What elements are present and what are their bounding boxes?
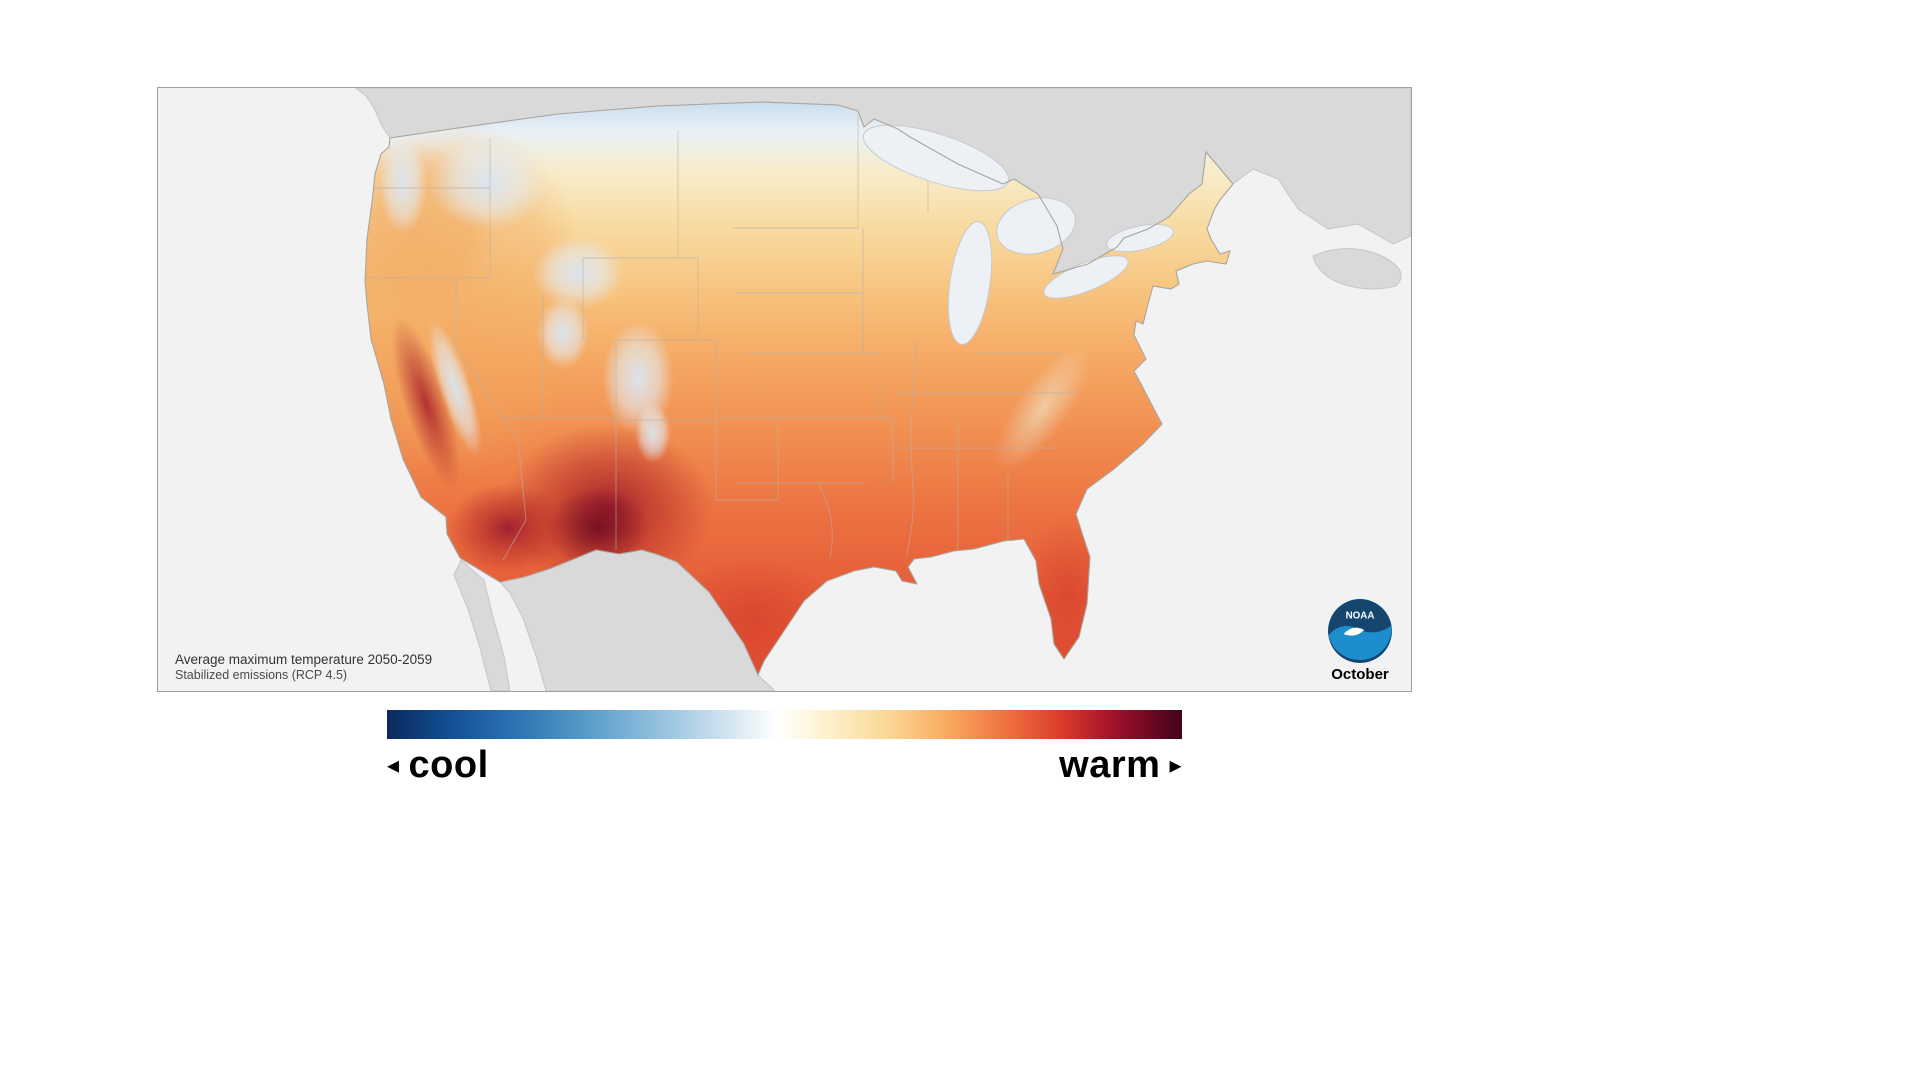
warm-label-text: warm	[1059, 744, 1161, 786]
us-temperature-map	[158, 88, 1411, 691]
left-arrow-icon: ◂	[387, 751, 400, 779]
temperature-legend: ◂ cool warm ▸	[387, 710, 1182, 787]
map-panel: Average maximum temperature 2050-2059 St…	[157, 87, 1412, 692]
baja-california-landmass	[453, 559, 511, 691]
lake-erie	[1043, 255, 1129, 299]
great-lakes	[862, 124, 1174, 345]
noaa-bird-icon	[1343, 627, 1365, 636]
caption-scenario: Stabilized emissions (RCP 4.5)	[175, 668, 348, 683]
noaa-logo-text: NOAA	[1346, 611, 1375, 622]
right-arrow-icon: ▸	[1169, 751, 1182, 779]
caption-title: Average maximum temperature 2050-2059	[175, 651, 433, 667]
us-outline	[364, 101, 1234, 677]
lake-michigan	[947, 221, 993, 345]
logo-block: NOAA October	[1327, 598, 1393, 683]
map-caption: Average maximum temperature 2050-2059 St…	[175, 652, 432, 685]
nova-scotia-landmass	[1312, 247, 1402, 290]
cool-scale-label: ◂ cool	[387, 744, 489, 787]
month-label: October	[1331, 666, 1389, 683]
warm-scale-label: warm ▸	[1059, 744, 1182, 787]
colorbar-gradient	[387, 710, 1182, 739]
cool-label-text: cool	[408, 744, 489, 786]
colorbar-labels: ◂ cool warm ▸	[387, 744, 1182, 787]
noaa-logo-icon: NOAA	[1328, 599, 1392, 663]
lake-huron	[996, 197, 1076, 255]
lake-ontario	[1106, 223, 1174, 253]
